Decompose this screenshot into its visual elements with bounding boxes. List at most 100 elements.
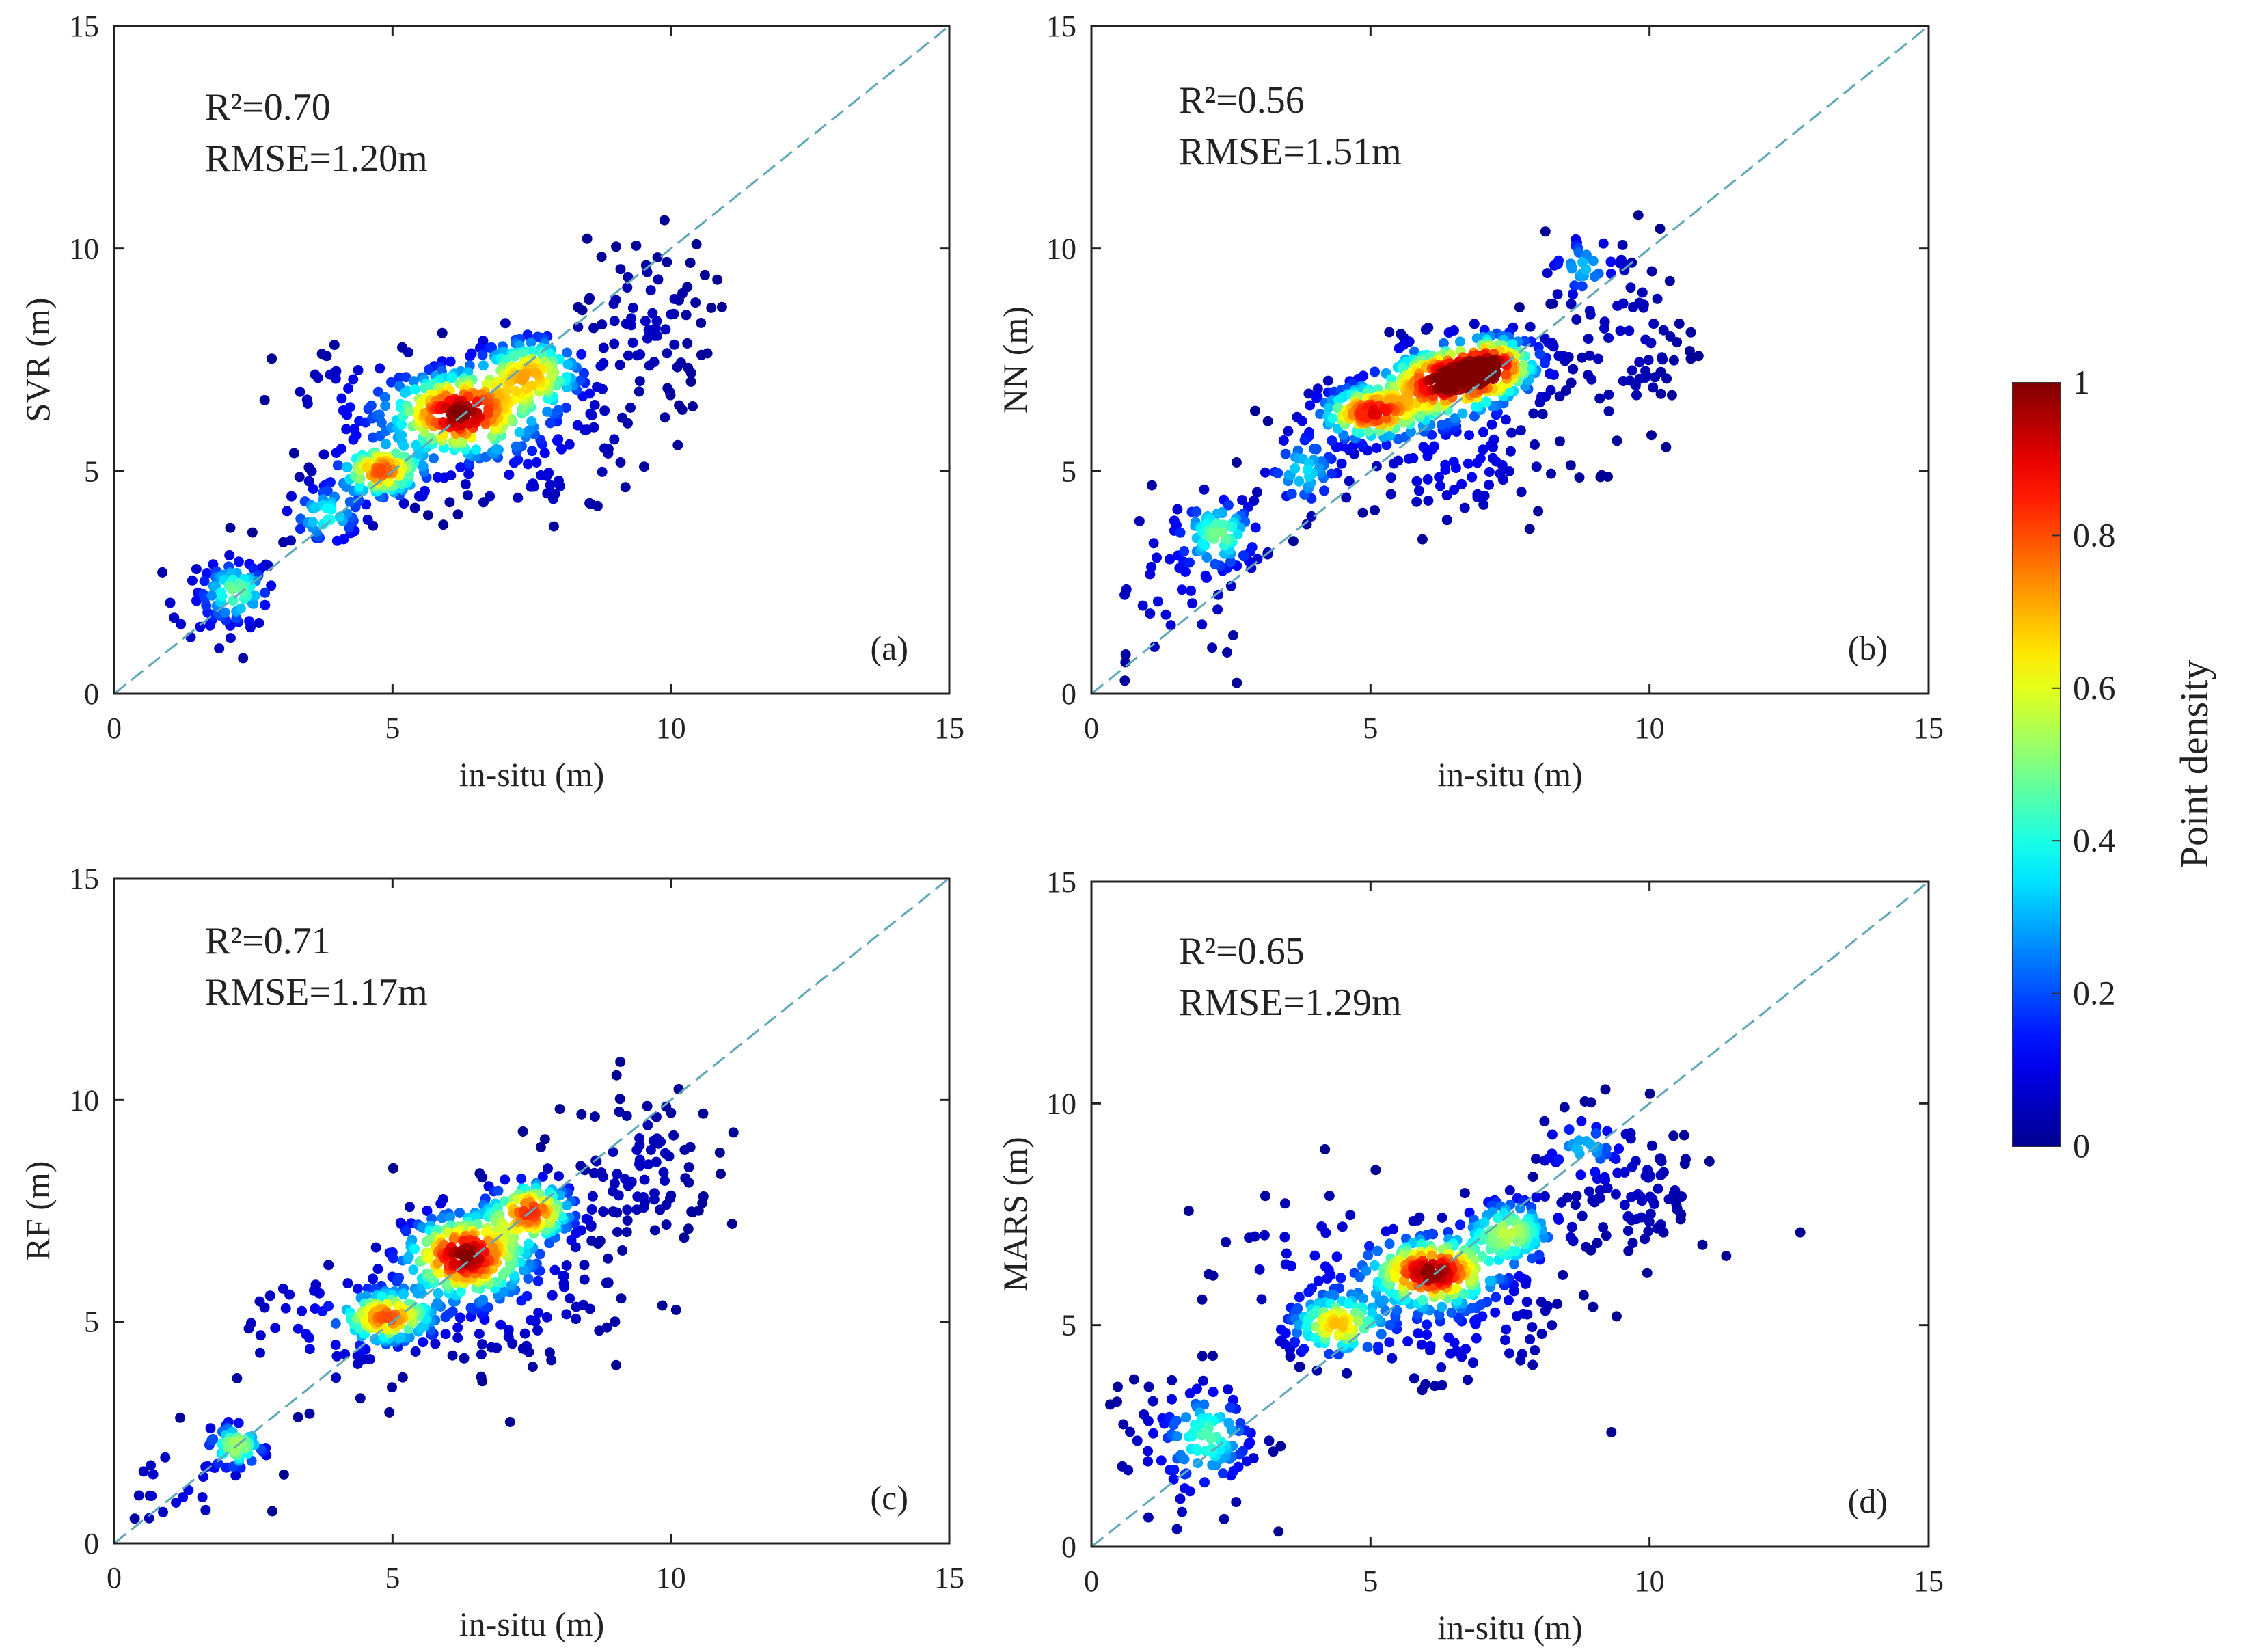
scatter-point [1509, 1258, 1520, 1269]
scatter-point [1622, 1226, 1633, 1236]
scatter-point [1573, 247, 1584, 258]
x-axis-label: in-situ (m) [459, 755, 604, 794]
scatter-point [1413, 1328, 1424, 1339]
scatter-point [584, 498, 595, 509]
scatter-point [1505, 446, 1516, 457]
scatter-point [1385, 472, 1396, 483]
scatter-point [599, 405, 610, 416]
scatter-point [1308, 1309, 1319, 1320]
y-tick-label: 15 [1046, 10, 1076, 43]
scatter-point [331, 1351, 342, 1362]
scatter-point [1465, 366, 1476, 377]
scatter-point [343, 383, 354, 394]
scatter-point [626, 320, 637, 331]
scatter-point [228, 595, 239, 606]
scatter-point [344, 402, 355, 413]
scatter-point [691, 239, 702, 249]
scatter-point [642, 1100, 653, 1111]
scatter-point [1262, 416, 1273, 426]
scatter-point [643, 1159, 654, 1170]
scatter-point [609, 338, 620, 349]
scatter-point [571, 1228, 582, 1238]
scatter-point [295, 524, 305, 534]
scatter-point [1371, 443, 1382, 453]
scatter-point [1564, 1124, 1575, 1135]
scatter-point [1367, 409, 1378, 420]
scatter-panel: 0 5 10 15 0 5 10 15 in-situ (m) NN (m) R²=0.56 RMSE… [996, 10, 1944, 794]
scatter-point [639, 1174, 650, 1185]
scatter-point [1113, 1381, 1123, 1392]
scatter-point [500, 1174, 511, 1185]
scatter-point [1521, 1297, 1532, 1308]
scatter-point [571, 1301, 582, 1312]
scatter-point [1301, 519, 1312, 530]
scatter-point [1320, 1228, 1331, 1238]
scatter-point [259, 395, 270, 405]
scatter-point [424, 1251, 435, 1262]
scatter-point [1210, 558, 1221, 569]
one-to-one-line [113, 877, 950, 1545]
scatter-point [1552, 1299, 1563, 1309]
scatter-point [716, 301, 727, 312]
scatter-point [280, 1303, 291, 1314]
scatter-point [1640, 366, 1651, 377]
scatter-point [1545, 368, 1555, 379]
scatter-point [526, 1315, 536, 1325]
scatter-point [1167, 1375, 1178, 1385]
scatter-point [669, 339, 680, 350]
scatter-point [1504, 1348, 1514, 1359]
scatter-point [1491, 1292, 1501, 1303]
scatter-point [1408, 452, 1419, 463]
scatter-point [1493, 1213, 1503, 1223]
scatter-point [611, 1359, 622, 1370]
panel-letter: (d) [1848, 1482, 1888, 1520]
scatter-point [1640, 1171, 1651, 1182]
scatter-point [411, 439, 422, 450]
scatter-point [552, 435, 562, 446]
scatter-point [478, 360, 489, 371]
scatter-point [1218, 1468, 1228, 1479]
scatter-point [1539, 1115, 1550, 1126]
scatter-point [609, 316, 620, 327]
scatter-point [544, 1347, 555, 1358]
scatter-point [1437, 1379, 1447, 1390]
scatter-point [1370, 1260, 1380, 1271]
scatter-point [535, 1142, 546, 1152]
scatter-point [535, 470, 546, 480]
scatter-point [133, 1490, 144, 1501]
scatter-point [1503, 1295, 1514, 1305]
scatter-point [1586, 1097, 1596, 1108]
scatter-point [1455, 336, 1465, 347]
scatter-point [447, 373, 457, 383]
scatter-point [1376, 1329, 1387, 1340]
scatter-point [1530, 1345, 1540, 1356]
scatter-point [370, 1242, 381, 1253]
scatter-point [597, 466, 608, 477]
scatter-point [403, 1251, 414, 1262]
scatter-point [247, 527, 258, 538]
scatter-point [1171, 1524, 1182, 1534]
x-axis-label: in-situ (m) [1437, 755, 1582, 794]
one-to-one-line [113, 25, 950, 695]
scatter-point [1134, 516, 1145, 526]
scatter-point [1657, 352, 1668, 363]
scatter-point [227, 584, 238, 595]
scatter-point [1283, 426, 1294, 437]
scatter-point [331, 1372, 342, 1383]
scatter-point [1479, 1217, 1490, 1228]
one-to-one-line [1091, 880, 1929, 1548]
scatter-point [640, 316, 651, 327]
scatter-point [476, 1349, 487, 1360]
scatter-point [260, 587, 271, 598]
scatter-point [303, 476, 314, 487]
y-tick-label: 5 [84, 1305, 99, 1339]
scatter-point [537, 1172, 548, 1182]
scatter-point [612, 1227, 623, 1237]
scatter-point [635, 349, 646, 360]
scatter-point [452, 1322, 463, 1333]
scatter-point [382, 1311, 393, 1322]
x-axis-label: in-situ (m) [459, 1605, 604, 1643]
scatter-point [622, 282, 633, 293]
scatter-point [1228, 630, 1238, 640]
scatter-point [1530, 439, 1540, 450]
